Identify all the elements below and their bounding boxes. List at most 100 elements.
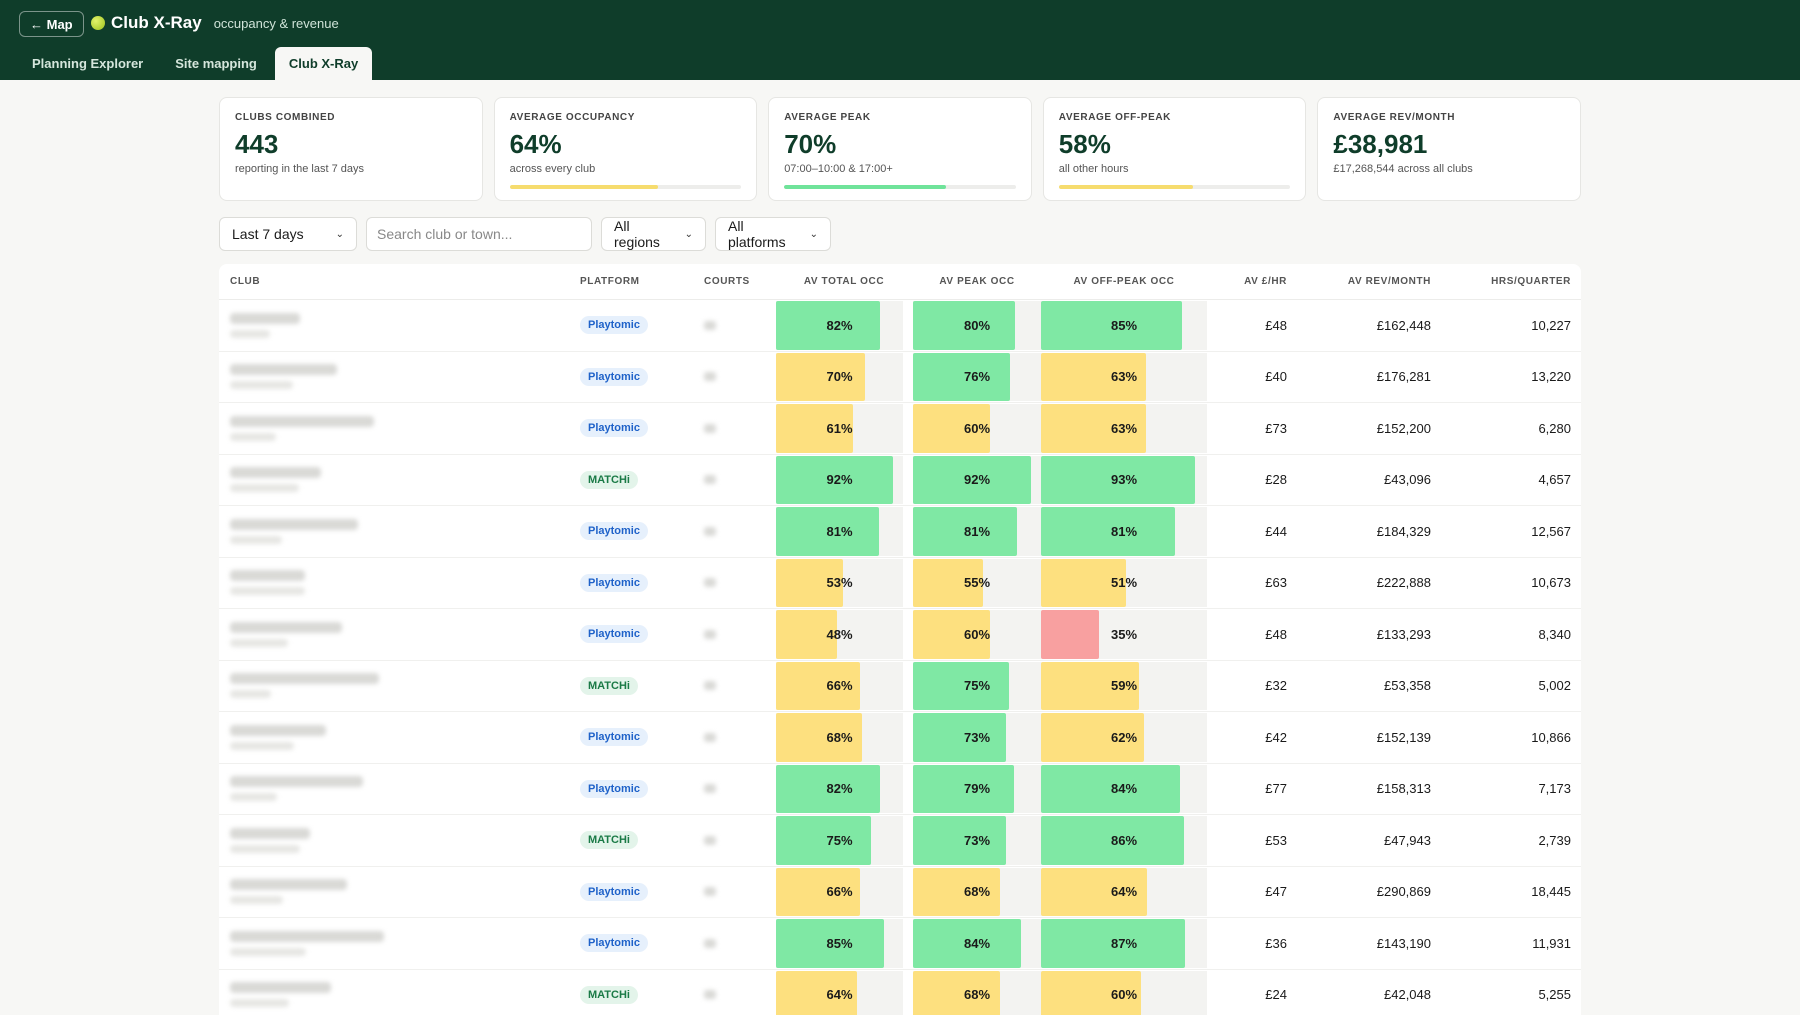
occ-value: 70% — [826, 369, 853, 385]
back-to-map-button[interactable]: ← Map — [19, 11, 84, 37]
col-courts[interactable]: COURTS — [704, 276, 750, 287]
occ-track: 75% — [913, 661, 1041, 710]
occ-fill — [1041, 455, 1196, 504]
occ-track: 60% — [913, 404, 1041, 453]
peak-occ-cell: 75% — [913, 661, 1041, 712]
total-occ-cell: 82% — [775, 764, 913, 815]
occ-value: 73% — [963, 832, 991, 848]
table-row[interactable]: MATCHi 64% 68% 60% £24 £42,048 5,255 — [219, 970, 1581, 1015]
col-club[interactable]: CLUB — [230, 276, 261, 287]
courts-cell — [694, 526, 775, 536]
col-peak-occ[interactable]: AV PEAK OCC — [939, 276, 1015, 287]
occ-fill — [776, 970, 858, 1015]
club-town-redacted — [230, 690, 271, 699]
table-row[interactable]: Playtomic 82% 79% 84% £77 £158,313 7,173 — [219, 764, 1581, 815]
table-row[interactable]: Playtomic 66% 68% 64% £47 £290,869 18,445 — [219, 867, 1581, 918]
occ-fill — [1041, 764, 1181, 813]
kpi-progress-fill — [1058, 185, 1194, 189]
courts-redacted — [704, 784, 716, 794]
clubs-table: CLUB PLATFORM COURTS AV TOTAL OCC AV PEA… — [219, 264, 1581, 1015]
occ-track: 55% — [913, 558, 1041, 607]
occ-fill — [913, 816, 1007, 865]
platform-badge: MATCHi — [580, 676, 638, 695]
club-cell[interactable] — [219, 982, 574, 1008]
tab-site-mapping[interactable]: Site mapping — [175, 56, 257, 71]
platform-cell: Playtomic — [574, 419, 694, 438]
club-cell[interactable] — [219, 673, 574, 699]
col-per-hour[interactable]: AV £/HR — [1244, 276, 1287, 287]
hrs-quarter-cell: 4,657 — [1538, 472, 1571, 488]
period-select[interactable]: Last 7 days ⌄ — [219, 217, 357, 251]
tab-club-x-ray[interactable]: Club X-Ray — [274, 47, 373, 80]
col-hrs-quarter[interactable]: HRS/QUARTER — [1491, 276, 1571, 287]
occ-value: 86% — [1110, 832, 1138, 848]
col-rev-month[interactable]: AV REV/MONTH — [1347, 276, 1431, 287]
kpi-progress-bar — [1058, 185, 1291, 189]
occ-fill — [913, 404, 990, 453]
offpeak-occ-cell: 84% — [1041, 764, 1207, 815]
peak-occ-cell: 92% — [913, 455, 1041, 506]
platform-badge: MATCHi — [580, 831, 638, 850]
occ-fill — [776, 713, 863, 762]
table-row[interactable]: Playtomic 68% 73% 62% £42 £152,139 10,866 — [219, 712, 1581, 764]
occ-value: 55% — [963, 575, 991, 591]
table-row[interactable]: MATCHi 75% 73% 86% £53 £47,943 2,739 — [219, 815, 1581, 867]
club-cell[interactable] — [219, 827, 574, 853]
col-total-occ[interactable]: AV TOTAL OCC — [803, 276, 885, 287]
table-row[interactable]: Playtomic 85% 84% 87% £36 £143,190 11,931 — [219, 918, 1581, 970]
kpi-progress-fill — [509, 185, 658, 189]
club-cell[interactable] — [219, 570, 574, 596]
platform-cell: Playtomic — [574, 882, 694, 901]
occ-fill — [913, 713, 1007, 762]
table-row[interactable]: Playtomic 53% 55% 51% £63 £222,888 10,673 — [219, 558, 1581, 609]
club-cell[interactable] — [219, 930, 574, 956]
club-cell[interactable] — [219, 879, 574, 905]
table-row[interactable]: Playtomic 82% 80% 85% £48 £162,448 10,227 — [219, 300, 1581, 352]
occ-value: 82% — [826, 781, 853, 797]
occ-fill — [1041, 713, 1144, 762]
table-row[interactable]: Playtomic 70% 76% 63% £40 £176,281 13,220 — [219, 352, 1581, 403]
club-cell[interactable] — [219, 364, 574, 390]
filter-bar: Last 7 days ⌄ All regions ⌄ All platform… — [219, 217, 831, 251]
platform-cell: Playtomic — [574, 522, 694, 541]
nav-tabs: Planning Explorer Site mapping Club X-Ra… — [18, 47, 373, 80]
offpeak-occ-cell: 63% — [1041, 403, 1207, 454]
tab-planning-explorer[interactable]: Planning Explorer — [32, 56, 144, 71]
table-row[interactable]: MATCHi 66% 75% 59% £32 £53,358 5,002 — [219, 661, 1581, 712]
col-offpeak-occ[interactable]: AV OFF-PEAK OCC — [1073, 276, 1175, 287]
offpeak-occ-cell: 63% — [1041, 352, 1207, 403]
total-occ-cell: 75% — [775, 815, 913, 866]
table-row[interactable]: Playtomic 61% 60% 63% £73 £152,200 6,280 — [219, 403, 1581, 455]
col-platform[interactable]: PLATFORM — [580, 276, 640, 287]
occ-fill — [913, 764, 1015, 813]
occ-fill — [913, 352, 1011, 401]
rev-month-cell: £158,313 — [1376, 781, 1431, 797]
club-cell[interactable] — [219, 621, 574, 647]
courts-redacted — [704, 681, 716, 691]
club-cell[interactable] — [219, 415, 574, 441]
club-town-redacted — [230, 484, 299, 493]
table-row[interactable]: Playtomic 81% 81% 81% £44 £184,329 12,567 — [219, 506, 1581, 558]
occ-fill — [1041, 970, 1141, 1015]
kpi-label: AVERAGE PEAK — [784, 112, 871, 123]
club-cell[interactable] — [219, 467, 574, 493]
club-town-redacted — [230, 844, 300, 853]
occ-track: 64% — [1041, 867, 1207, 916]
club-cell[interactable] — [219, 724, 574, 750]
occ-fill — [913, 867, 1001, 916]
occ-fill — [1041, 816, 1184, 865]
table-row[interactable]: MATCHi 92% 92% 93% £28 £43,096 4,657 — [219, 455, 1581, 506]
total-occ-cell: 92% — [775, 455, 913, 506]
table-header: CLUB PLATFORM COURTS AV TOTAL OCC AV PEA… — [219, 264, 1581, 300]
platform-select[interactable]: All platforms ⌄ — [715, 217, 831, 251]
platform-cell: MATCHi — [574, 831, 694, 850]
occ-track: 75% — [776, 816, 903, 865]
club-cell[interactable] — [219, 312, 574, 338]
region-select[interactable]: All regions ⌄ — [601, 217, 706, 251]
table-row[interactable]: Playtomic 48% 60% 35% £48 £133,293 8,340 — [219, 609, 1581, 661]
club-cell[interactable] — [219, 518, 574, 544]
club-cell[interactable] — [219, 776, 574, 802]
search-input[interactable] — [366, 217, 592, 251]
courts-cell — [694, 629, 775, 639]
courts-cell — [694, 990, 775, 1000]
